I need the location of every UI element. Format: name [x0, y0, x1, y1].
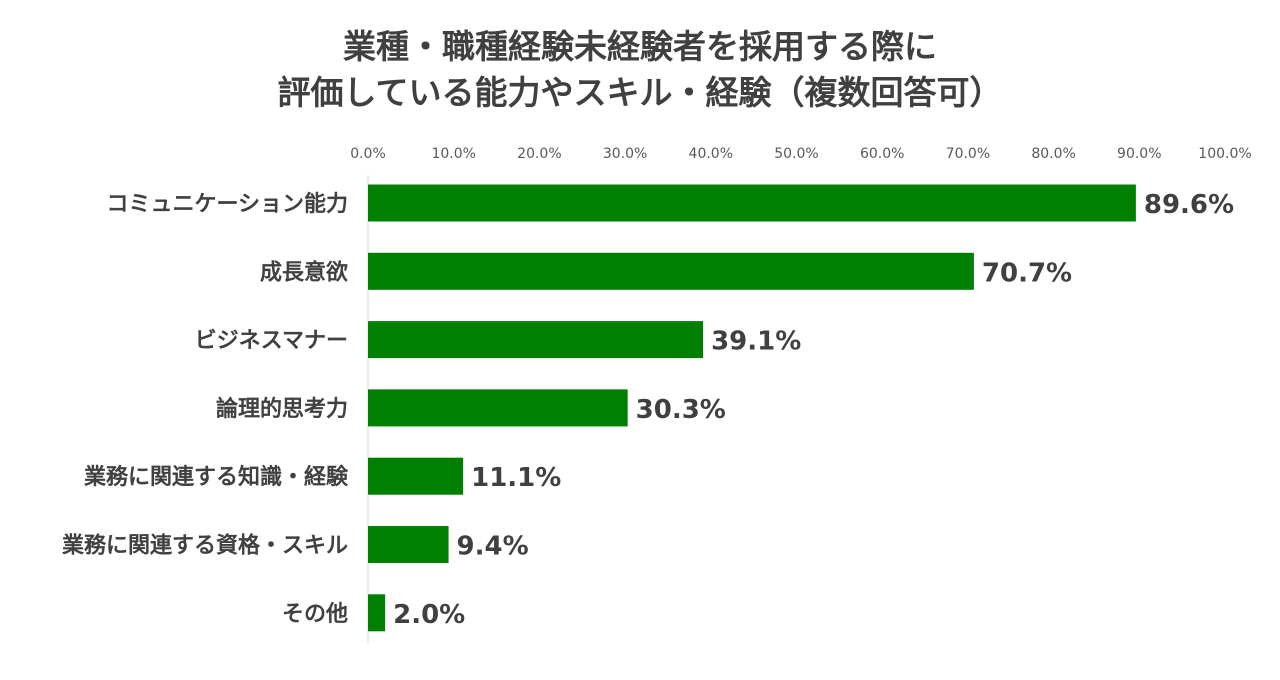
x-tick-label: 40.0%	[689, 146, 733, 162]
x-tick-label: 0.0%	[350, 146, 386, 162]
category-label: 成長意欲	[260, 259, 348, 285]
category-label: 論理的思考力	[216, 396, 348, 422]
category-label: ビジネスマナー	[195, 329, 348, 354]
data-label: 11.1%	[471, 463, 561, 493]
x-tick-label: 30.0%	[603, 146, 647, 162]
category-label: 業務に関連する資格・スキル	[62, 533, 348, 559]
category-label: その他	[282, 602, 348, 627]
chart-title: 業種・職種経験未経験者を採用する際に 評価している能力やスキル・経験（複数回答可…	[0, 24, 1280, 116]
bar	[368, 526, 449, 563]
x-tick-label: 90.0%	[1117, 146, 1161, 162]
data-label: 30.3%	[636, 395, 726, 425]
bar	[368, 321, 704, 359]
chart-title-line-2: 評価している能力やスキル・経験（複数回答可）	[277, 73, 1003, 112]
bars	[368, 184, 1136, 632]
x-tick-label: 10.0%	[431, 146, 475, 162]
bar	[368, 594, 386, 632]
data-label: 70.7%	[982, 258, 1072, 288]
data-label: 9.4%	[457, 532, 529, 562]
x-tick-label: 100.0%	[1198, 146, 1251, 162]
bar	[368, 457, 464, 495]
x-tick-label: 20.0%	[517, 146, 561, 162]
category-labels: コミュニケーション能力成長意欲ビジネスマナー論理的思考力業務に関連する知識・経験…	[62, 191, 349, 627]
data-label: 2.0%	[393, 600, 465, 630]
category-label: コミュニケーション能力	[106, 191, 348, 217]
x-tick-label: 80.0%	[1031, 146, 1075, 162]
x-tick-label: 70.0%	[946, 146, 990, 162]
data-labels: 89.6% 70.7% 39.1% 30.3% 11.1% 9.4% 2.0%	[393, 190, 1234, 630]
chart-title-line-1: 業種・職種経験未経験者を採用する際に	[343, 27, 937, 66]
x-axis-ticks: 0.0% 10.0% 20.0% 30.0% 40.0% 50.0% 60.0% 70.0% 8…	[350, 146, 1251, 162]
bar	[368, 389, 628, 427]
bar	[368, 184, 1136, 222]
bar	[368, 252, 974, 290]
data-label: 39.1%	[711, 327, 801, 357]
x-tick-label: 50.0%	[774, 146, 818, 162]
x-tick-label: 60.0%	[860, 146, 904, 162]
data-label: 89.6%	[1144, 190, 1234, 220]
category-label: 業務に関連する知識・経験	[84, 464, 349, 490]
